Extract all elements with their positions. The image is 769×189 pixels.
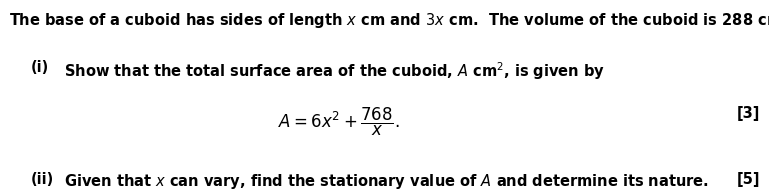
Text: [5]: [5] xyxy=(736,172,760,187)
Text: Given that $x$ can vary, find the stationary value of $A$ and determine its natu: Given that $x$ can vary, find the statio… xyxy=(54,172,708,189)
Text: $A = 6x^2 + \dfrac{768}{x}.$: $A = 6x^2 + \dfrac{768}{x}.$ xyxy=(278,106,399,138)
Text: (ii): (ii) xyxy=(31,172,54,187)
Text: (i): (i) xyxy=(31,60,49,75)
Text: Show that the total surface area of the cuboid, $A$ cm$^2$, is given by: Show that the total surface area of the … xyxy=(54,60,605,82)
Text: [3]: [3] xyxy=(737,106,760,121)
Text: The base of a cuboid has sides of length $x$ cm and $3x$ cm.  The volume of the : The base of a cuboid has sides of length… xyxy=(9,9,769,31)
